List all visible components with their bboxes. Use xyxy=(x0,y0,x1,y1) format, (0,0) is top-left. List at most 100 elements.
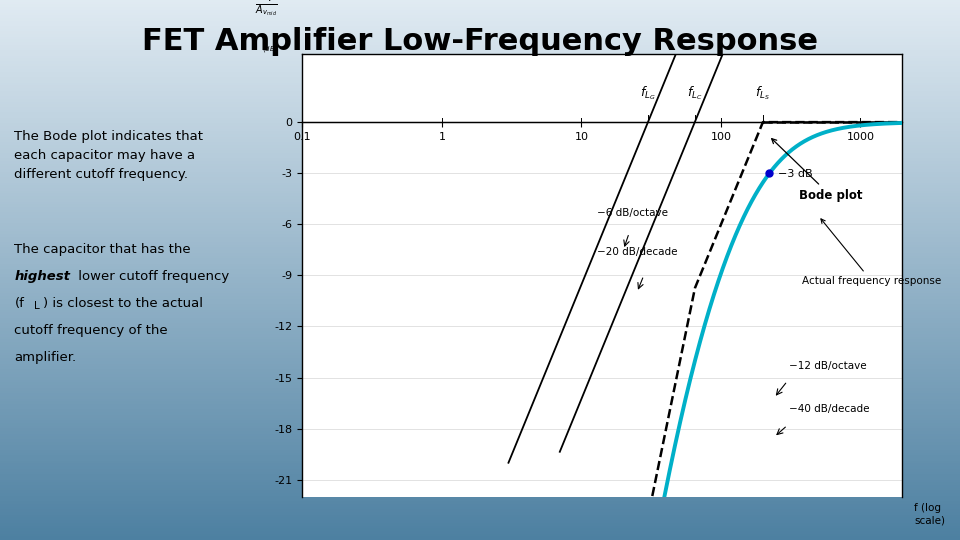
Bar xyxy=(0,375,960,378)
Bar xyxy=(0,281,960,284)
Bar xyxy=(0,432,960,435)
Bar xyxy=(0,462,960,464)
Bar xyxy=(0,92,960,94)
Bar xyxy=(0,386,960,389)
Bar xyxy=(0,113,960,116)
Text: amplifier.: amplifier. xyxy=(14,351,77,364)
Bar xyxy=(0,405,960,408)
Bar xyxy=(0,319,960,321)
Bar xyxy=(0,130,960,132)
Bar xyxy=(0,170,960,173)
Bar xyxy=(0,119,960,122)
Bar xyxy=(0,14,960,16)
Bar xyxy=(0,259,960,262)
Bar xyxy=(0,273,960,275)
Bar xyxy=(0,57,960,59)
Bar xyxy=(0,111,960,113)
Bar xyxy=(0,73,960,76)
Bar xyxy=(0,362,960,364)
Bar xyxy=(0,89,960,92)
Text: $f_{L_S}$: $f_{L_S}$ xyxy=(756,84,770,102)
Bar xyxy=(0,535,960,537)
Bar xyxy=(0,38,960,40)
Bar xyxy=(0,140,960,143)
Bar xyxy=(0,167,960,170)
Bar xyxy=(0,86,960,89)
Bar xyxy=(0,338,960,340)
Bar xyxy=(0,103,960,105)
Bar xyxy=(0,181,960,184)
Bar xyxy=(0,24,960,27)
Bar xyxy=(0,97,960,100)
Bar xyxy=(0,243,960,246)
Bar xyxy=(0,478,960,481)
Bar xyxy=(0,178,960,181)
Bar xyxy=(0,154,960,157)
Bar xyxy=(0,49,960,51)
Bar xyxy=(0,219,960,221)
Bar xyxy=(0,526,960,529)
Bar xyxy=(0,184,960,186)
Bar xyxy=(0,429,960,432)
Text: −12 dB/octave: −12 dB/octave xyxy=(789,361,867,371)
Bar xyxy=(0,324,960,327)
Bar xyxy=(0,491,960,494)
Text: $f_{L_G}$: $f_{L_G}$ xyxy=(640,84,656,102)
Bar xyxy=(0,359,960,362)
Bar xyxy=(0,383,960,386)
Bar xyxy=(0,459,960,462)
Bar xyxy=(0,176,960,178)
Bar xyxy=(0,532,960,535)
Bar xyxy=(0,400,960,402)
Bar xyxy=(0,397,960,400)
Bar xyxy=(0,192,960,194)
Bar xyxy=(0,173,960,176)
Bar xyxy=(0,205,960,208)
Bar xyxy=(0,221,960,224)
Bar xyxy=(0,427,960,429)
Bar xyxy=(0,3,960,5)
Bar xyxy=(0,418,960,421)
Bar xyxy=(0,481,960,483)
Bar xyxy=(0,354,960,356)
Text: Actual frequency response: Actual frequency response xyxy=(802,219,941,286)
Bar xyxy=(0,286,960,289)
Bar xyxy=(0,262,960,265)
Bar xyxy=(0,289,960,292)
Bar xyxy=(0,521,960,524)
Bar xyxy=(0,502,960,505)
Bar xyxy=(0,5,960,8)
Bar xyxy=(0,486,960,489)
Bar xyxy=(0,238,960,240)
Bar xyxy=(0,424,960,427)
Bar xyxy=(0,251,960,254)
Text: −40 dB/decade: −40 dB/decade xyxy=(789,403,870,414)
Bar xyxy=(0,421,960,424)
Bar xyxy=(0,84,960,86)
Bar xyxy=(0,162,960,165)
Bar xyxy=(0,508,960,510)
Bar xyxy=(0,216,960,219)
Bar xyxy=(0,224,960,227)
Text: $_{(dB)}$: $_{(dB)}$ xyxy=(261,45,277,56)
Bar xyxy=(0,529,960,532)
Text: $f_{L_C}$: $f_{L_C}$ xyxy=(687,84,703,102)
Bar xyxy=(0,413,960,416)
Bar xyxy=(0,448,960,451)
Bar xyxy=(0,464,960,467)
Bar xyxy=(0,305,960,308)
Bar xyxy=(0,313,960,316)
Bar xyxy=(0,294,960,297)
Bar xyxy=(0,202,960,205)
Bar xyxy=(0,22,960,24)
Bar xyxy=(0,232,960,235)
Bar xyxy=(0,351,960,354)
Bar xyxy=(0,373,960,375)
Bar xyxy=(0,456,960,459)
Bar xyxy=(0,200,960,202)
Bar xyxy=(0,246,960,248)
Text: −6 dB/octave: −6 dB/octave xyxy=(597,208,668,218)
Bar xyxy=(0,367,960,370)
Bar xyxy=(0,94,960,97)
Bar xyxy=(0,256,960,259)
